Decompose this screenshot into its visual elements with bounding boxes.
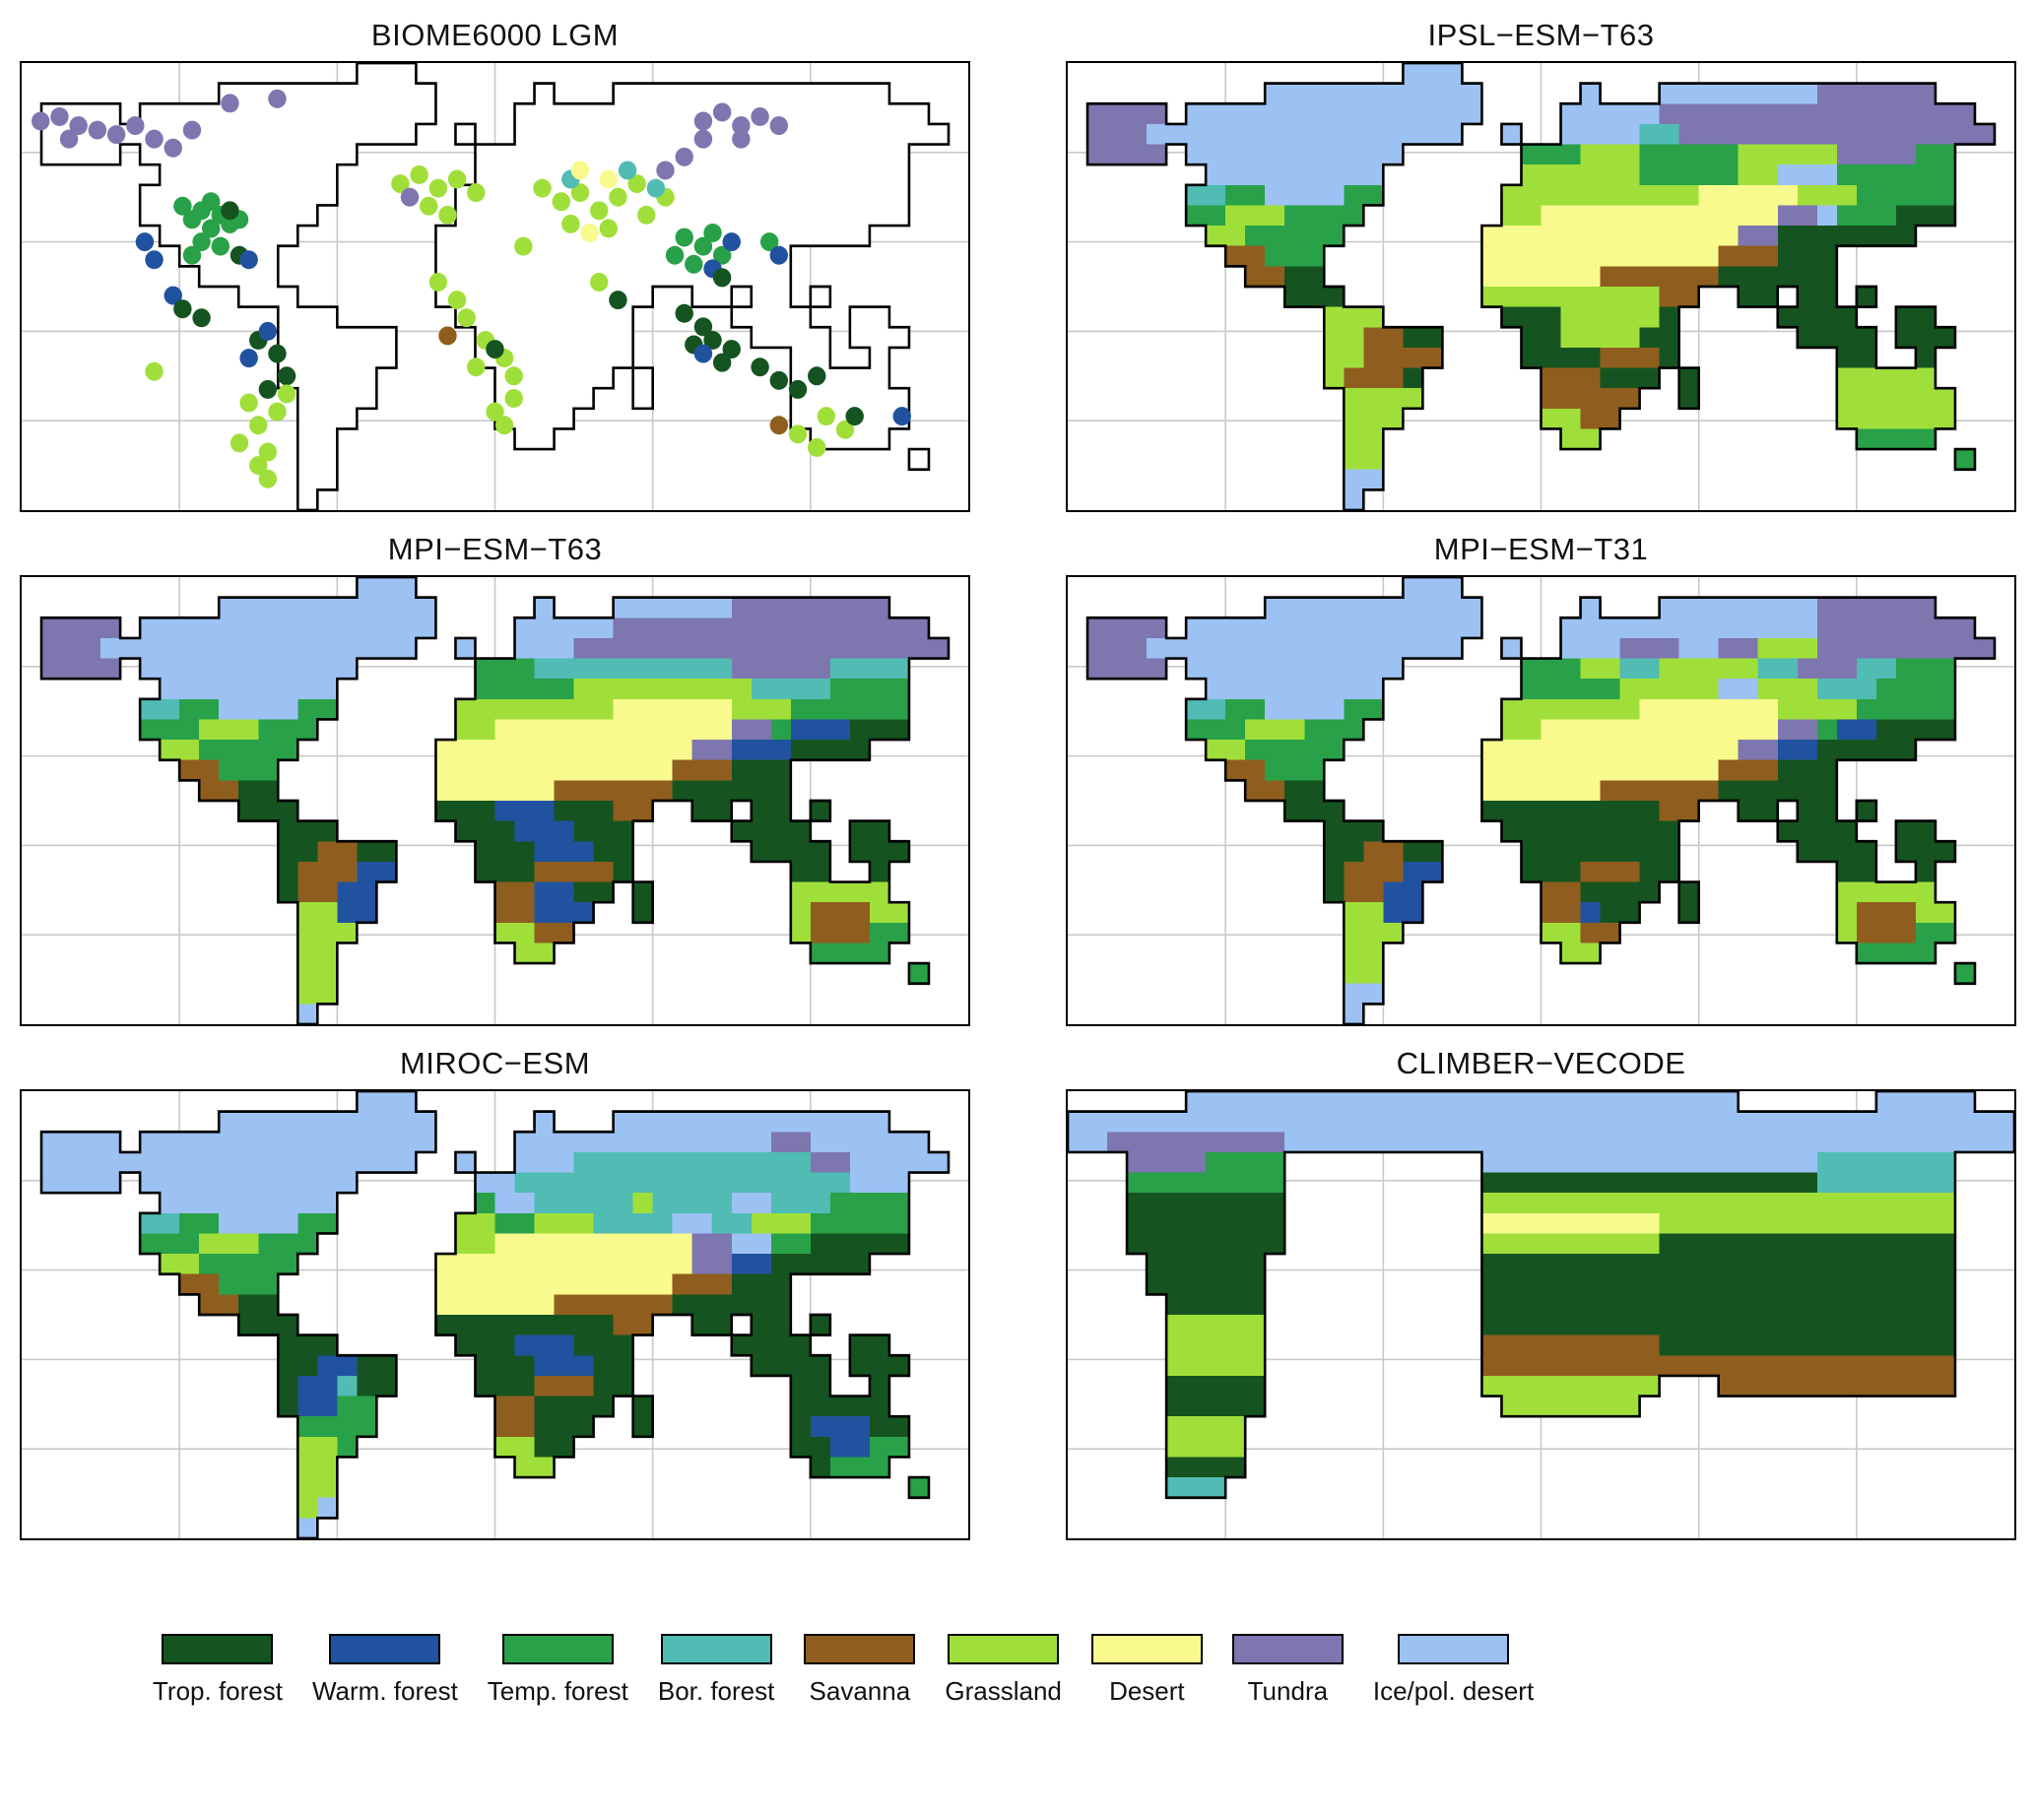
- legend-item-bor-forest: Bor. forest: [657, 1634, 775, 1707]
- legend-swatch-desert: [1090, 1634, 1203, 1664]
- panel-ipsl-esm-t63: IPSL−ESM−T63: [1066, 14, 2016, 512]
- map-frame-mpi-esm-t63: [20, 575, 970, 1026]
- legend-item-tundra: Tundra: [1231, 1634, 1344, 1707]
- legend-label-tundra: Tundra: [1247, 1676, 1329, 1706]
- legend-item-grassland: Grassland: [945, 1634, 1062, 1707]
- world-map-climber-vecode: [1068, 1091, 2014, 1538]
- panel-grid: BIOME6000 LGM IPSL−ESM−T63 MPI−ESM−T63 M…: [20, 14, 2016, 1540]
- panel-title: CLIMBER−VECODE: [1396, 1046, 1686, 1080]
- panel-title: IPSL−ESM−T63: [1427, 18, 1655, 52]
- legend-swatch-temp-forest: [501, 1634, 614, 1664]
- legend-label-ice-pol-desert: Ice/pol. desert: [1372, 1676, 1535, 1706]
- legend: Trop. forest Warm. forest Temp. forest B…: [153, 1634, 2016, 1707]
- legend-item-trop-forest: Trop. forest: [153, 1634, 283, 1707]
- map-frame-ipsl-esm-t63: [1066, 61, 2016, 512]
- legend-label-desert: Desert: [1109, 1676, 1185, 1706]
- legend-label-temp-forest: Temp. forest: [487, 1676, 628, 1706]
- map-frame-biome6000-lgm: [20, 61, 970, 512]
- panel-mpi-esm-t31: MPI−ESM−T31: [1066, 528, 2016, 1026]
- world-map-biome6000-lgm: [22, 63, 968, 510]
- panel-title: BIOME6000 LGM: [370, 18, 620, 52]
- panel-title: MPI−ESM−T63: [387, 532, 603, 566]
- world-map-miroc-esm: [22, 1091, 968, 1538]
- map-frame-miroc-esm: [20, 1089, 970, 1540]
- legend-item-warm-forest: Warm. forest: [312, 1634, 458, 1707]
- legend-label-warm-forest: Warm. forest: [311, 1676, 458, 1706]
- legend-label-bor-forest: Bor. forest: [657, 1676, 775, 1706]
- panel-biome6000-lgm: BIOME6000 LGM: [20, 14, 970, 512]
- legend-label-trop-forest: Trop. forest: [153, 1676, 283, 1706]
- panel-miroc-esm: MIROC−ESM: [20, 1042, 970, 1540]
- world-map-mpi-esm-t63: [22, 577, 968, 1024]
- map-frame-climber-vecode: [1066, 1089, 2016, 1540]
- panel-mpi-esm-t63: MPI−ESM−T63: [20, 528, 970, 1026]
- legend-swatch-savanna: [804, 1634, 916, 1664]
- legend-swatch-grassland: [948, 1634, 1060, 1664]
- panel-climber-vecode: CLIMBER−VECODE: [1066, 1042, 2016, 1540]
- legend-swatch-ice-pol-desert: [1398, 1634, 1510, 1664]
- legend-item-temp-forest: Temp. forest: [488, 1634, 628, 1707]
- legend-label-grassland: Grassland: [945, 1676, 1062, 1706]
- legend-item-ice-pol-desert: Ice/pol. desert: [1373, 1634, 1534, 1707]
- world-map-mpi-esm-t31: [1068, 577, 2014, 1024]
- world-map-ipsl-esm-t63: [1068, 63, 2014, 510]
- legend-item-savanna: Savanna: [804, 1634, 916, 1707]
- legend-swatch-tundra: [1231, 1634, 1344, 1664]
- legend-label-savanna: Savanna: [809, 1676, 911, 1706]
- legend-swatch-bor-forest: [660, 1634, 772, 1664]
- panel-title: MPI−ESM−T31: [1433, 532, 1649, 566]
- legend-swatch-trop-forest: [162, 1634, 274, 1664]
- panel-title: MIROC−ESM: [399, 1046, 591, 1080]
- legend-item-desert: Desert: [1090, 1634, 1203, 1707]
- map-frame-mpi-esm-t31: [1066, 575, 2016, 1026]
- figure: BIOME6000 LGM IPSL−ESM−T63 MPI−ESM−T63 M…: [20, 14, 2016, 1707]
- legend-swatch-warm-forest: [329, 1634, 441, 1664]
